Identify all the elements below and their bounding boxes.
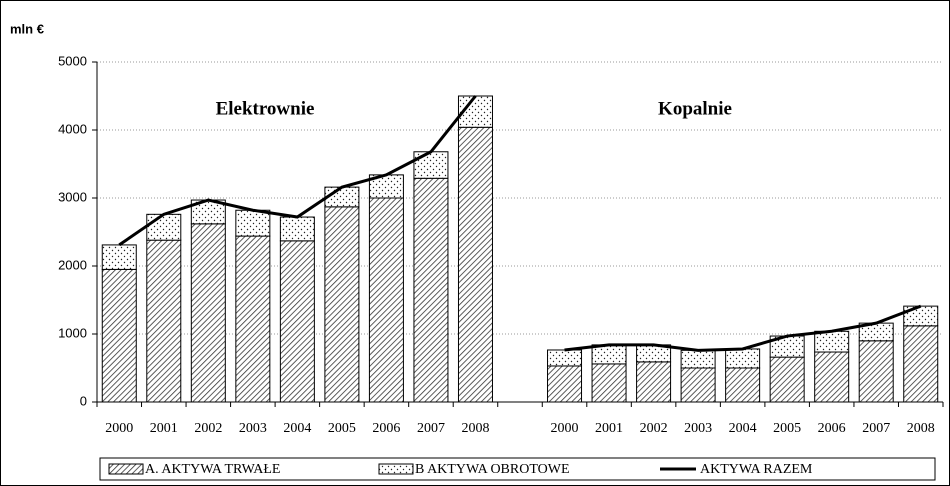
legend-label: AKTYWA RAZEM — [700, 462, 813, 477]
bar — [324, 206, 360, 403]
x-tick-label: 2005 — [328, 421, 356, 436]
x-tick-label: 2004 — [283, 421, 311, 436]
bar — [547, 365, 583, 403]
x-tick-label: 2001 — [595, 421, 623, 436]
y-tick-label: 3000 — [58, 189, 87, 204]
annotation: Elektrownie — [216, 98, 315, 119]
bar — [235, 235, 271, 403]
y-tick-label: 1000 — [58, 325, 87, 340]
bar — [190, 223, 226, 403]
legend-label: A. AKTYWA TRWAŁE — [145, 462, 280, 477]
legend-swatch — [108, 463, 144, 475]
x-tick-label: 2000 — [105, 421, 133, 436]
x-tick-label: 2003 — [684, 421, 712, 436]
bar — [368, 197, 404, 403]
x-tick-label: 2000 — [551, 421, 579, 436]
y-tick-label: 2000 — [58, 257, 87, 272]
bar — [279, 216, 315, 242]
x-tick-label: 2006 — [818, 421, 846, 436]
bar — [680, 349, 716, 369]
legend — [99, 457, 936, 481]
bar — [146, 239, 182, 403]
y-tick-label: 0 — [80, 393, 87, 408]
x-tick-label: 2008 — [461, 421, 489, 436]
x-tick-label: 2004 — [729, 421, 757, 436]
x-tick-label: 2005 — [773, 421, 801, 436]
bar — [413, 151, 449, 179]
line — [118, 95, 922, 352]
x-tick-label: 2003 — [239, 421, 267, 436]
bar — [636, 361, 672, 403]
x-tick-label: 2002 — [640, 421, 668, 436]
bar — [903, 325, 939, 403]
bar — [235, 209, 271, 237]
x-tick-label: 2007 — [862, 421, 890, 436]
bar — [101, 268, 137, 403]
legend-label: B AKTYWA OBROTOWE — [415, 462, 570, 477]
bar — [769, 356, 805, 403]
bar — [547, 349, 583, 367]
bar — [413, 177, 449, 403]
bar — [279, 240, 315, 403]
y-axis-label: mln € — [10, 21, 44, 36]
bar — [324, 186, 360, 208]
bar — [814, 330, 850, 353]
bar — [591, 363, 627, 403]
x-tick-label: 2001 — [150, 421, 178, 436]
bar — [725, 348, 761, 369]
legend-swatch — [378, 463, 414, 475]
x-tick-label: 2006 — [372, 421, 400, 436]
bar — [725, 367, 761, 403]
bar — [680, 367, 716, 403]
bar — [457, 126, 493, 403]
x-tick-label: 2002 — [194, 421, 222, 436]
bar — [858, 340, 894, 403]
x-tick-label: 2008 — [907, 421, 935, 436]
annotation: Kopalnie — [658, 98, 732, 119]
y-tick-label: 5000 — [58, 53, 87, 68]
bar — [146, 213, 182, 241]
y-tick-label: 4000 — [58, 121, 87, 136]
bar — [101, 244, 137, 270]
bar — [814, 351, 850, 403]
x-tick-label: 2007 — [417, 421, 445, 436]
